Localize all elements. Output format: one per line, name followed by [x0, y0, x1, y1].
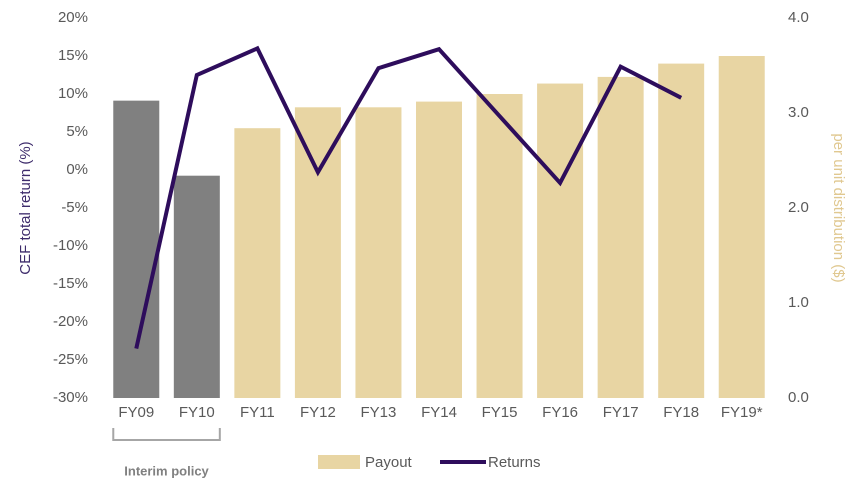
x-tick-label: FY10 [179, 404, 215, 421]
bar [113, 100, 160, 399]
legend-label: Returns [488, 454, 541, 471]
annotation-bracket [112, 428, 221, 441]
x-tick-label: FY13 [361, 404, 397, 421]
bar [537, 83, 584, 399]
annotation: Interim policy [124, 463, 209, 478]
y-tick-label: 20% [58, 9, 88, 26]
y-tick-label: -30% [53, 389, 88, 406]
legend-label: Payout [365, 454, 413, 471]
bar [718, 56, 765, 398]
y2-axis-label: per unit distribution ($) [830, 133, 847, 282]
bar [597, 76, 644, 399]
line [134, 45, 683, 350]
y2-tick-label: 2.0 [788, 199, 809, 216]
bar [173, 175, 220, 398]
y-tick-label: 15% [58, 47, 88, 64]
x-tick-label: FY11 [240, 404, 275, 421]
y-tick-label: -5% [61, 199, 88, 216]
bar [476, 94, 523, 398]
x-tick-label: FY14 [421, 404, 457, 421]
bar [294, 107, 341, 399]
y2-tick-label: 3.0 [788, 104, 809, 121]
bar [355, 107, 402, 399]
x-tick-label: FY15 [482, 404, 518, 421]
x-tick-label: FY16 [542, 404, 578, 421]
bar [658, 63, 705, 398]
y2-tick-label: 0.0 [788, 389, 809, 406]
legend-swatch [318, 455, 360, 469]
y-tick-label: -25% [53, 351, 88, 368]
bar [234, 128, 281, 398]
x-tick-label: FY12 [300, 404, 336, 421]
y-tick-label: -20% [53, 313, 88, 330]
x-tick-label: FY09 [118, 404, 154, 421]
x-tick-label: FY17 [603, 404, 639, 421]
y2-tick-label: 1.0 [788, 294, 809, 311]
y-tick-label: -15% [53, 275, 88, 292]
y2-tick-label: 4.0 [788, 9, 809, 26]
y-tick-label: 5% [66, 123, 88, 140]
y-tick-label: -10% [53, 237, 88, 254]
y-axis-label: CEF total return (%) [17, 141, 34, 274]
y-tick-label: 10% [58, 85, 88, 102]
x-tick-label: FY18 [663, 404, 699, 421]
x-tick-label: FY19* [721, 404, 763, 421]
bar [416, 101, 462, 398]
y-tick-label: 0% [66, 161, 88, 178]
